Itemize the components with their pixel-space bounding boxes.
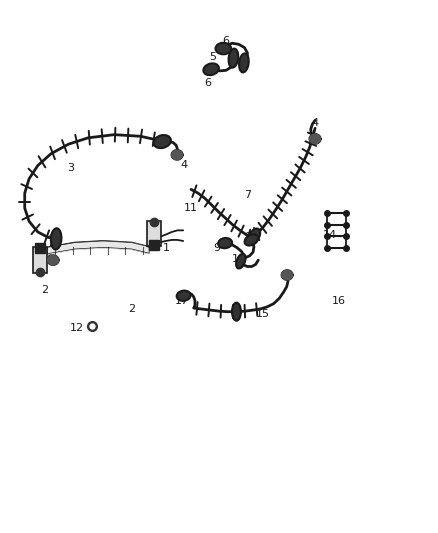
Ellipse shape bbox=[236, 254, 246, 269]
Ellipse shape bbox=[177, 290, 191, 301]
Ellipse shape bbox=[229, 49, 238, 68]
Text: 5: 5 bbox=[209, 52, 216, 61]
Ellipse shape bbox=[244, 235, 258, 246]
Text: 13: 13 bbox=[232, 254, 246, 263]
Text: 14: 14 bbox=[323, 230, 337, 240]
Bar bbox=[33, 247, 47, 273]
Text: 15: 15 bbox=[256, 309, 270, 319]
Text: 6: 6 bbox=[222, 36, 229, 45]
Ellipse shape bbox=[239, 53, 249, 72]
Text: 4: 4 bbox=[180, 160, 187, 171]
Ellipse shape bbox=[218, 238, 232, 248]
Ellipse shape bbox=[203, 63, 219, 75]
Text: 3: 3 bbox=[67, 163, 74, 173]
Text: 8: 8 bbox=[244, 232, 251, 243]
Text: 16: 16 bbox=[332, 296, 346, 306]
Ellipse shape bbox=[232, 303, 241, 321]
Polygon shape bbox=[48, 255, 59, 265]
Ellipse shape bbox=[154, 135, 171, 148]
Ellipse shape bbox=[215, 43, 231, 54]
Ellipse shape bbox=[51, 228, 61, 249]
Text: 4: 4 bbox=[47, 232, 54, 243]
Ellipse shape bbox=[248, 229, 260, 245]
Polygon shape bbox=[172, 150, 183, 160]
Text: 11: 11 bbox=[184, 203, 198, 213]
Text: 6: 6 bbox=[205, 78, 212, 88]
Bar bbox=[147, 221, 161, 246]
Text: 2: 2 bbox=[128, 304, 135, 314]
Polygon shape bbox=[310, 134, 321, 144]
Text: 1: 1 bbox=[163, 243, 170, 253]
Text: 12: 12 bbox=[70, 322, 84, 333]
Text: 2: 2 bbox=[41, 286, 48, 295]
Text: 9: 9 bbox=[213, 243, 220, 253]
Text: 4: 4 bbox=[311, 118, 318, 128]
Polygon shape bbox=[282, 270, 293, 280]
Text: 7: 7 bbox=[244, 190, 251, 200]
Text: 17: 17 bbox=[175, 296, 189, 306]
